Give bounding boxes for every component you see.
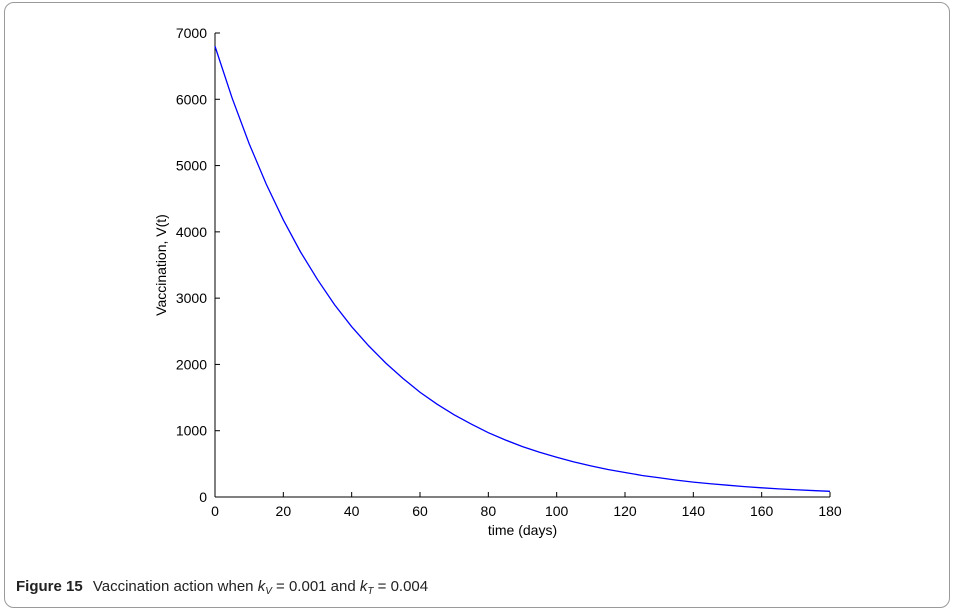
figure-number: Figure 15	[16, 578, 83, 595]
kt-subscript: T	[367, 586, 374, 597]
x-tick-label: 160	[750, 503, 774, 519]
y-tick-label: 7000	[176, 25, 207, 41]
x-tick-label: 80	[481, 503, 497, 519]
kt-symbol: k	[359, 578, 368, 595]
y-tick-label: 0	[199, 489, 207, 505]
kv-symbol: k	[257, 578, 266, 595]
x-tick-label: 140	[682, 503, 706, 519]
line-chart: 0 20 40 60 80 100 120 140 160 180 0 1000 2000 3000 40…	[153, 25, 842, 538]
y-tick-label: 2000	[176, 356, 207, 372]
x-axis-label: time (days)	[488, 522, 557, 538]
kt-value: = 0.004	[373, 578, 429, 595]
x-tick-label: 100	[545, 503, 569, 519]
figure-frame	[4, 2, 950, 608]
series-line	[214, 46, 831, 492]
y-tick-label: 6000	[176, 91, 207, 107]
kv-value: = 0.001 and	[271, 578, 360, 595]
x-tick-label: 180	[818, 503, 842, 519]
kv-subscript: V	[265, 586, 272, 597]
x-tick-label: 120	[613, 503, 637, 519]
y-tick-label: 5000	[176, 158, 207, 174]
x-tick-label: 20	[276, 503, 292, 519]
y-tick-label: 1000	[176, 423, 207, 439]
x-axis-ticks: 0 20 40 60 80 100 120 140 160 180	[211, 492, 842, 519]
x-tick-label: 60	[412, 503, 428, 519]
caption-text: Vaccination action when	[92, 578, 254, 595]
y-tick-label: 4000	[176, 224, 207, 240]
y-axis-label: Vaccination, V(t)	[153, 214, 169, 316]
axes	[214, 33, 830, 498]
y-axis-ticks: 0 1000 2000 3000 4000 5000 6000 7000	[176, 25, 220, 505]
x-tick-label: 40	[344, 503, 360, 519]
y-tick-label: 3000	[176, 290, 207, 306]
x-tick-label: 0	[211, 503, 219, 519]
series-group	[214, 46, 831, 492]
figure-caption: Figure 15 Vaccination action when kV = 0…	[16, 578, 428, 597]
